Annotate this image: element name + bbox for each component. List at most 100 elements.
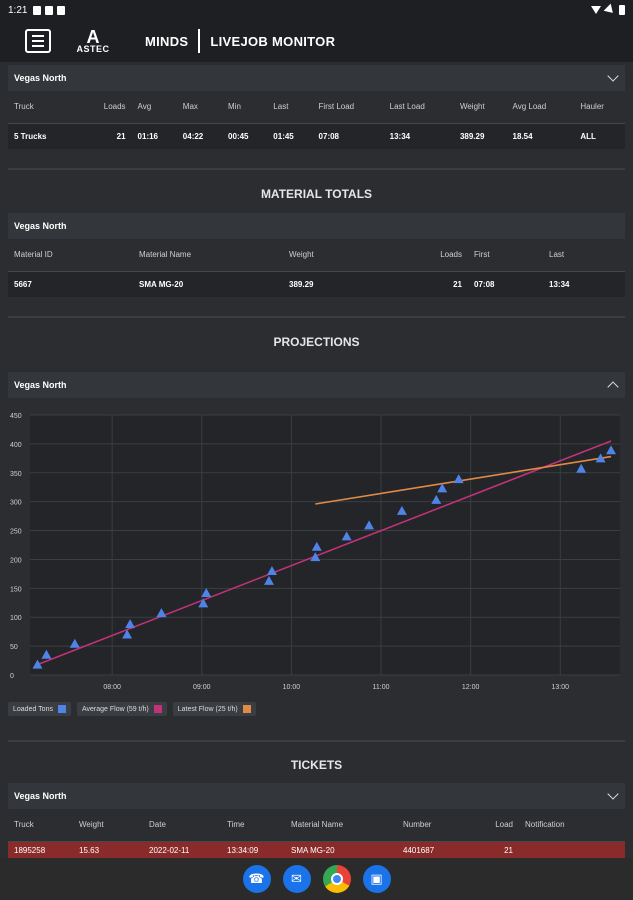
col-truck: Truck bbox=[8, 91, 74, 124]
data-point bbox=[201, 587, 212, 597]
table-row[interactable]: 5667 SMA MG-20 389.29 21 07:08 13:34 bbox=[8, 271, 625, 297]
projections-chart: 0 50 100 150 200 250 300 350 400 450 08:00 09:00 10:… bbox=[8, 405, 625, 695]
divider bbox=[8, 168, 625, 170]
divider bbox=[8, 740, 625, 742]
col-weight: Weight bbox=[283, 239, 403, 272]
tickets-title: TICKETS bbox=[290, 758, 343, 772]
data-point bbox=[311, 541, 322, 551]
projections-panel: Vegas North bbox=[8, 372, 625, 398]
data-point bbox=[125, 619, 136, 629]
y-tick-label: 150 bbox=[10, 586, 22, 593]
shield-icon bbox=[45, 5, 54, 15]
col-avg-load: Avg Load bbox=[506, 91, 575, 124]
app-title: LIVEJOB MONITOR bbox=[210, 33, 336, 49]
status-time: 1:21 bbox=[8, 4, 28, 16]
battery-icon bbox=[619, 5, 625, 15]
trucks-panel-header[interactable]: Vegas North bbox=[8, 65, 625, 91]
messages-icon[interactable]: ✉ bbox=[282, 865, 311, 893]
astec-logo: A ASTEC bbox=[76, 26, 110, 54]
chevron-up-icon[interactable] bbox=[607, 381, 619, 393]
data-point bbox=[32, 659, 43, 669]
status-bar: 1:21 bbox=[0, 0, 633, 20]
trucks-panel-title: Vegas North bbox=[14, 73, 67, 83]
trucks-table: Truck Loads Avg Max Min Last First Load … bbox=[8, 91, 625, 149]
divider bbox=[8, 316, 625, 318]
data-point bbox=[576, 463, 587, 473]
projections-title: PROJECTIONS bbox=[273, 335, 360, 349]
phone-icon[interactable]: ☎ bbox=[242, 865, 271, 893]
data-point bbox=[69, 638, 80, 648]
chevron-down-icon[interactable] bbox=[607, 788, 619, 800]
brand-name: MINDS bbox=[145, 33, 189, 49]
tickets-panel: Vegas North Truck Weight Date Time Mater… bbox=[8, 783, 625, 858]
x-tick-label: 08:00 bbox=[103, 684, 121, 691]
data-point bbox=[122, 629, 133, 639]
data-point bbox=[310, 552, 321, 562]
table-row[interactable]: 5 Trucks 21 01:16 04:22 00:45 01:45 07:0… bbox=[8, 123, 625, 149]
y-tick-label: 400 bbox=[10, 442, 22, 449]
menu-button[interactable] bbox=[25, 29, 51, 53]
plot-area bbox=[30, 415, 620, 675]
title-divider bbox=[198, 29, 201, 53]
chrome-icon[interactable] bbox=[322, 865, 351, 893]
y-tick-label: 250 bbox=[10, 529, 22, 536]
app-bar: A ASTEC MINDS LIVEJOB MONITOR bbox=[0, 20, 633, 62]
tickets-panel-header[interactable]: Vegas North bbox=[8, 783, 625, 809]
x-tick-label: 12:00 bbox=[462, 684, 480, 691]
data-point bbox=[341, 531, 352, 541]
data-point bbox=[364, 520, 375, 530]
data-point bbox=[263, 575, 274, 585]
legend-item[interactable]: Loaded Tons bbox=[8, 702, 71, 716]
dock: ☎ ✉ ▣ bbox=[0, 858, 633, 900]
col-hauler: Hauler bbox=[574, 91, 625, 124]
materials-panel: Vegas North Material ID Material Name We… bbox=[8, 213, 625, 297]
trucks-panel: Vegas North Truck Loads Avg Max Min Last… bbox=[8, 65, 625, 149]
legend-item[interactable]: Latest Flow (25 t/h) bbox=[172, 702, 256, 716]
projections-panel-title: Vegas North bbox=[14, 380, 67, 390]
signal-icon bbox=[603, 3, 617, 17]
y-tick-label: 100 bbox=[10, 615, 22, 622]
col-last-load: Last Load bbox=[383, 91, 454, 124]
col-first-load: First Load bbox=[312, 91, 384, 124]
chevron-down-icon[interactable] bbox=[607, 70, 619, 82]
y-tick-label: 50 bbox=[10, 644, 18, 651]
x-tick-label: 11:00 bbox=[373, 684, 390, 691]
table-row[interactable]: 1895258 15.63 2022-02-11 13:34:09 SMA MG… bbox=[8, 841, 625, 858]
notification-icon bbox=[33, 5, 42, 15]
col-max: Max bbox=[176, 91, 223, 124]
materials-table: Material ID Material Name Weight Loads F… bbox=[8, 239, 625, 297]
data-point bbox=[453, 474, 464, 484]
chart-legend: Loaded Tons Average Flow (59 t/h) Latest… bbox=[8, 702, 256, 716]
materials-panel-header[interactable]: Vegas North bbox=[8, 213, 625, 239]
col-loads: Loads bbox=[73, 91, 132, 124]
col-material-name: Material Name bbox=[133, 239, 283, 272]
data-point bbox=[606, 445, 617, 455]
projections-panel-header[interactable]: Vegas North bbox=[8, 372, 625, 398]
data-point bbox=[266, 566, 277, 575]
data-point bbox=[396, 505, 407, 515]
col-min: Min bbox=[222, 91, 268, 124]
y-tick-label: 300 bbox=[10, 500, 22, 507]
wifi-icon bbox=[591, 6, 601, 14]
legend-item[interactable]: Average Flow (59 t/h) bbox=[76, 702, 167, 716]
tickets-panel-title: Vegas North bbox=[14, 791, 67, 801]
legend-swatch bbox=[57, 705, 66, 713]
y-tick-label: 200 bbox=[10, 557, 22, 564]
x-tick-label: 13:00 bbox=[551, 684, 569, 691]
data-point bbox=[156, 608, 167, 618]
y-tick-label: 350 bbox=[10, 471, 22, 478]
x-tick-label: 10:00 bbox=[283, 684, 301, 691]
col-loads: Loads bbox=[403, 239, 468, 272]
col-last: Last bbox=[543, 239, 625, 272]
series-line bbox=[315, 455, 612, 505]
chart-svg: 0 50 100 150 200 250 300 350 400 450 08:00 09:00 10:… bbox=[10, 413, 620, 691]
col-weight: Weight bbox=[453, 91, 507, 124]
y-tick-label: 450 bbox=[10, 413, 22, 420]
clipboard-icon bbox=[57, 5, 66, 15]
data-point bbox=[437, 483, 448, 493]
data-point bbox=[595, 453, 606, 463]
data-point bbox=[198, 598, 209, 608]
camera-icon[interactable]: ▣ bbox=[362, 865, 391, 893]
data-point bbox=[41, 649, 52, 659]
data-point bbox=[431, 494, 442, 504]
